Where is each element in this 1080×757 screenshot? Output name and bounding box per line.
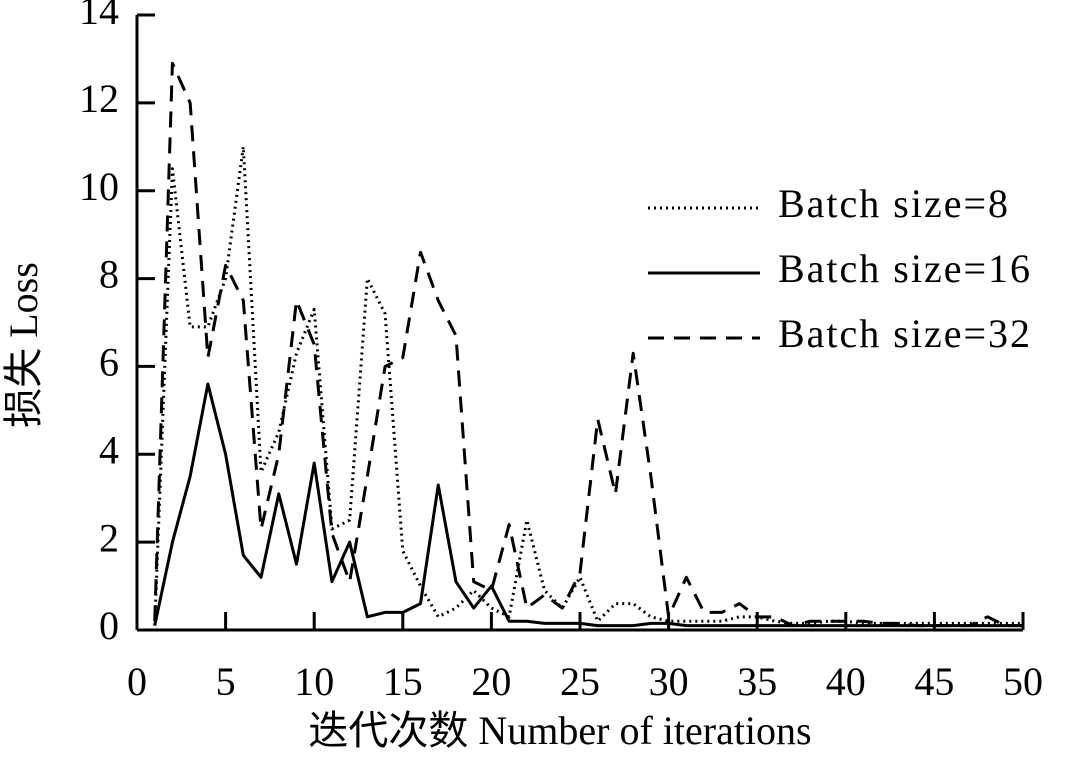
y-tick-label: 8 <box>99 252 119 297</box>
y-tick-label: 10 <box>79 164 119 209</box>
x-tick-label: 5 <box>216 659 236 704</box>
x-tick-label: 20 <box>471 659 511 704</box>
y-tick-label: 2 <box>99 515 119 560</box>
x-tick-label: 30 <box>649 659 689 704</box>
legend-label: Batch size=16 <box>778 246 1032 291</box>
x-tick-label: 25 <box>560 659 600 704</box>
x-tick-label: 15 <box>383 659 423 704</box>
x-tick-label: 0 <box>127 659 147 704</box>
x-axis-label: 迭代次数 Number of iterations <box>308 708 811 753</box>
y-tick-label: 12 <box>79 76 119 121</box>
series-line <box>153 382 1023 628</box>
x-tick-label: 45 <box>914 659 954 704</box>
y-tick-label: 14 <box>79 0 119 33</box>
x-tick-label: 10 <box>294 659 334 704</box>
legend-label: Batch size=8 <box>778 181 1010 226</box>
x-tick-label: 35 <box>737 659 777 704</box>
y-tick-label: 6 <box>99 340 119 385</box>
legend-label: Batch size=32 <box>778 311 1032 356</box>
y-tick-label: 0 <box>99 603 119 648</box>
y-axis-label: 损失 Loss <box>1 262 46 428</box>
series-line <box>153 61 1023 628</box>
y-tick-label: 4 <box>99 427 119 472</box>
x-tick-label: 50 <box>1003 659 1043 704</box>
x-tick-label: 40 <box>826 659 866 704</box>
